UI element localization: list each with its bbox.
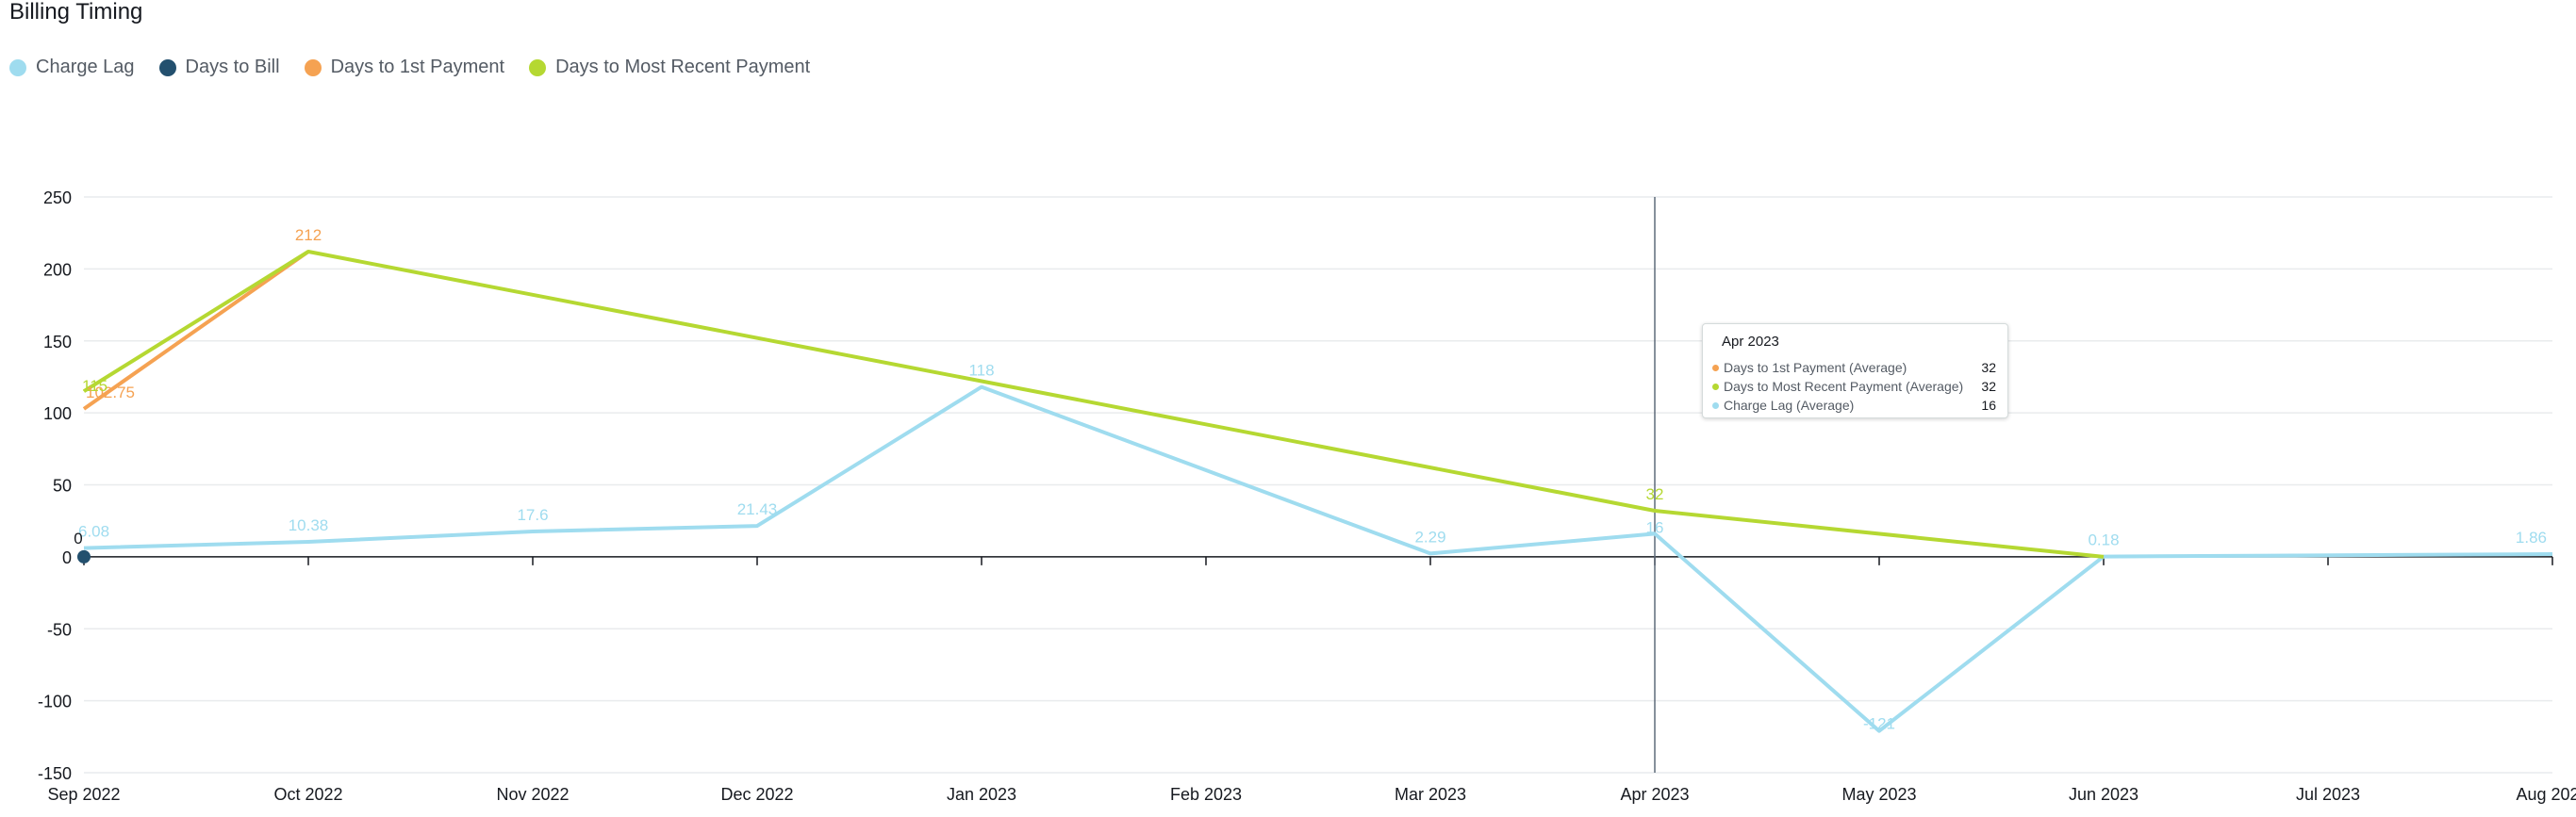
legend-dot-icon (529, 58, 547, 76)
tooltip-title: Apr 2023 (1722, 334, 1779, 350)
tooltip-row: Days to Most Recent Payment (Average) 32 (1712, 377, 1996, 396)
x-tick-label: Dec 2022 (720, 785, 793, 804)
legend-dot-icon (304, 58, 322, 76)
y-tick-label: -150 (38, 764, 72, 783)
tooltip-row: Days to 1st Payment (Average) 32 (1712, 358, 1996, 377)
legend-dot-icon (158, 58, 176, 76)
legend-label: Days to 1st Payment (330, 57, 505, 77)
y-tick-label: 100 (43, 404, 72, 423)
x-tick-label: Feb 2023 (1170, 785, 1242, 804)
y-tick-label: 250 (43, 188, 72, 207)
y-tick-label: -100 (38, 693, 72, 711)
data-label-charge-lag: 0.18 (2088, 531, 2119, 549)
tooltip-dot-icon (1712, 364, 1719, 371)
data-label-charge-lag: 6.08 (78, 523, 109, 541)
y-tick-label: 150 (43, 333, 72, 351)
y-tick-label: -50 (47, 620, 72, 639)
x-tick-label: Aug 2023 (2516, 785, 2576, 804)
tooltip-row-value: 32 (1981, 360, 1996, 375)
legend-dot-icon (9, 58, 26, 76)
data-point-days-to-bill[interactable] (77, 549, 91, 564)
y-tick-label: 0 (62, 548, 72, 567)
legend-label: Days to Bill (185, 57, 280, 77)
tooltip-row-label: Charge Lag (Average) (1724, 398, 1855, 413)
data-label-charge-lag: 16 (1646, 518, 1664, 536)
tooltip-dot-icon (1712, 383, 1719, 390)
data-label-days-to-most-recent-payment: 32 (1646, 485, 1664, 503)
data-label-days-to-most-recent-payment: 115 (82, 377, 107, 395)
data-label-charge-lag: 1.86 (2516, 529, 2547, 547)
x-tick-label: Jan 2023 (947, 785, 1016, 804)
legend-item-days-to-most-recent-payment[interactable]: Days to Most Recent Payment (529, 57, 810, 78)
x-tick-label: May 2023 (1841, 785, 1916, 804)
series-line-days-to-1st-payment[interactable] (82, 250, 310, 411)
data-label-charge-lag: 2.29 (1414, 528, 1445, 546)
y-tick-label: 50 (53, 477, 72, 496)
data-label-days-to-1st-payment: 102.75 (86, 384, 135, 401)
gridlines (84, 196, 2552, 774)
data-label-charge-lag: -121 (1863, 715, 1895, 733)
legend-item-charge-lag[interactable]: Charge Lag (9, 57, 135, 78)
data-label-charge-lag: 21.43 (737, 500, 778, 518)
chart-legend: Charge Lag Days to Bill Days to 1st Paym… (9, 57, 810, 78)
data-label-days-to-1st-payment: 212 (295, 226, 322, 244)
data-label-charge-lag: 17.6 (517, 506, 548, 524)
tooltip-row-value: 32 (1981, 379, 1996, 394)
tooltip-row-label: Days to 1st Payment (Average) (1724, 360, 1907, 375)
tooltip-row: Charge Lag (Average) 16 (1712, 396, 1996, 415)
legend-label: Days to Most Recent Payment (555, 57, 811, 77)
tooltip-row-label: Days to Most Recent Payment (Average) (1724, 379, 1964, 394)
x-tick-label: Sep 2022 (47, 785, 120, 804)
x-tick-label: Jun 2023 (2069, 785, 2138, 804)
series-line-charge-lag[interactable] (83, 384, 2553, 733)
legend-item-days-to-1st-payment[interactable]: Days to 1st Payment (304, 57, 505, 78)
data-label-charge-lag: 118 (968, 362, 994, 380)
data-label-days-to-bill: 0 (74, 530, 82, 547)
chart-title: Billing Timing (9, 0, 143, 25)
x-tick-label: Apr 2023 (1620, 785, 1689, 804)
series-line-days-to-most-recent-payment[interactable] (82, 250, 2105, 559)
tooltip-dot-icon (1712, 401, 1719, 409)
legend-label: Charge Lag (36, 57, 135, 77)
chart-tooltip: Apr 2023 Days to 1st Payment (Average) 3… (1702, 323, 2008, 418)
x-tick-label: Nov 2022 (496, 785, 569, 804)
tooltip-row-value: 16 (1981, 398, 1996, 413)
legend-item-days-to-bill[interactable]: Days to Bill (158, 57, 280, 78)
y-tick-label: 200 (43, 260, 72, 279)
x-tick-label: Jul 2023 (2296, 785, 2360, 804)
x-tick-label: Oct 2022 (273, 785, 342, 804)
x-tick-label: Mar 2023 (1395, 785, 1466, 804)
data-label-charge-lag: 10.38 (289, 516, 329, 534)
